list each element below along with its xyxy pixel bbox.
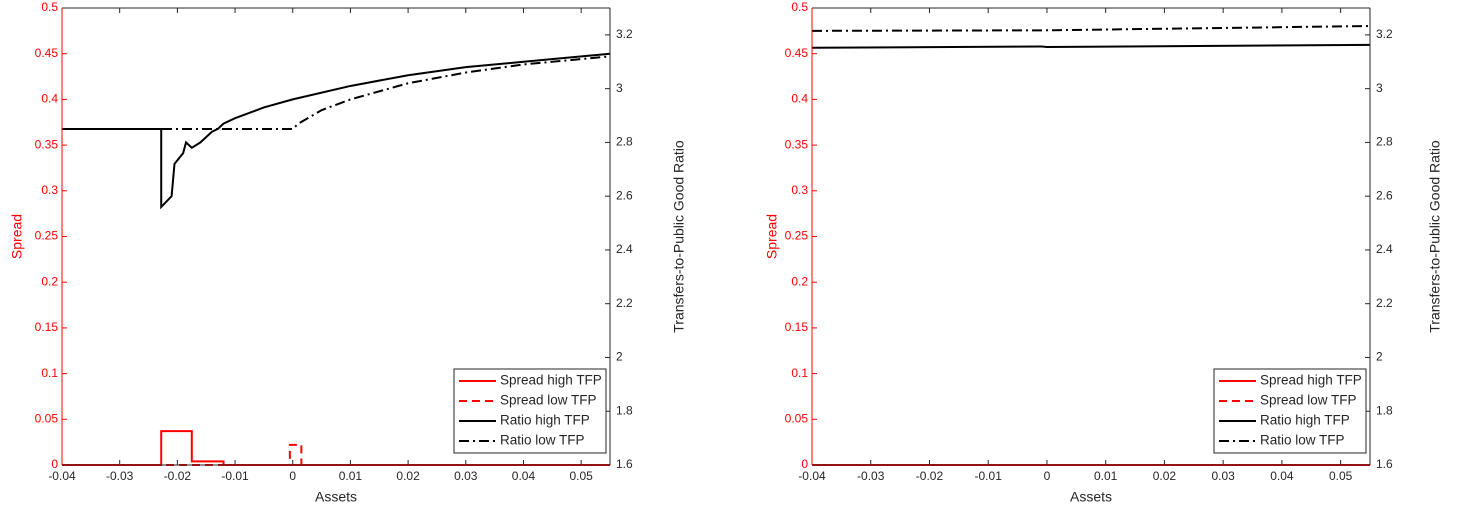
y-tick-label: 0.4 [41,92,58,106]
y2-tick-label: 2.4 [1376,242,1393,256]
y2-tick-label: 3 [1376,81,1383,95]
y-tick-label: 0.1 [791,366,808,380]
y-axis-label: Spread [9,214,25,259]
chart-panel: -0.04 -0.03 -0.02 -0.01 0 0.01 0.02 0.03 0.04 0.0… [9,0,687,505]
legend-box [1213,368,1367,454]
x-tick-label: 0.02 [396,469,420,483]
x-tick-label: 0.02 [1153,469,1177,483]
y2-tick-label: 3 [616,81,623,95]
y-tick-label: 0.5 [791,0,808,14]
y-tick-label: 0.2 [41,274,58,288]
y2-tick-label: 2.2 [1376,296,1393,310]
x-tick-label: -0.01 [975,469,1003,483]
x-tick-label: -0.02 [916,469,944,483]
y2-tick-label: 3.2 [616,27,633,41]
x-tick-label: -0.04 [48,469,76,483]
legend-label: Spread low TFP [500,393,597,408]
x-tick-label: 0.01 [1094,469,1118,483]
y-tick-label: 0.25 [35,229,59,243]
y2-axis-label: Transfers-to-Public Good Ratio [671,140,687,333]
legend-label: Spread high TFP [500,373,602,388]
series-line [811,43,1371,49]
x-tick-label: 0.03 [454,469,478,483]
legend-label: Ratio low TFP [500,433,585,448]
y-tick-label: 0.45 [35,46,59,60]
y-tick-label: 0.1 [41,366,58,380]
y-tick-label: 0.15 [35,320,59,334]
legend-label: Spread low TFP [1260,393,1357,408]
x-tick-label: -0.01 [221,469,249,483]
x-tick-label: 0.01 [339,469,363,483]
legend-box [453,368,607,454]
y-tick-label: 0.3 [41,183,58,197]
x-axis-label: Assets [1070,489,1112,505]
y2-tick-label: 2.6 [1376,188,1393,202]
x-axis-label: Assets [315,489,357,505]
y2-axis-label: Transfers-to-Public Good Ratio [1427,140,1443,333]
x-tick-label: 0.05 [1329,469,1353,483]
y-tick-label: 0.3 [791,183,808,197]
y2-tick-label: 1.8 [1376,403,1393,417]
y2-tick-label: 1.6 [1376,457,1393,471]
x-tick-label: 0.04 [512,469,536,483]
y-tick-label: 0.45 [785,46,809,60]
y-tick-label: 0.05 [35,411,59,425]
y2-tick-label: 2 [616,350,623,364]
series-line [811,25,1371,32]
x-tick-label: -0.04 [798,469,826,483]
y2-tick-label: 2 [1376,350,1383,364]
x-tick-label: 0 [289,469,296,483]
x-tick-label: 0.03 [1211,469,1235,483]
y2-tick-label: 1.8 [616,403,633,417]
y2-tick-label: 1.6 [616,457,633,471]
y-tick-label: 0.35 [785,137,809,151]
x-tick-label: -0.03 [857,469,885,483]
x-tick-label: -0.03 [106,469,134,483]
y-tick-label: 0.5 [41,0,58,14]
y-tick-label: 0 [51,457,58,471]
y2-tick-label: 3.2 [1376,27,1393,41]
y2-tick-label: 2.8 [1376,135,1393,149]
y-tick-label: 0.15 [785,320,809,334]
x-tick-label: 0.04 [1270,469,1294,483]
x-tick-label: 0.05 [569,469,593,483]
y-tick-label: 0.2 [791,274,808,288]
legend-label: Ratio low TFP [1260,433,1345,448]
legend: Spread high TFP Spread low TFP Ratio high … [1213,368,1367,454]
y-tick-label: 0.35 [35,137,59,151]
legend-label: Spread high TFP [1260,373,1362,388]
series-line [62,52,611,210]
y-tick-label: 0 [801,457,808,471]
y2-tick-label: 2.2 [616,296,633,310]
y2-tick-label: 2.8 [616,135,633,149]
y-tick-label: 0.25 [785,229,809,243]
x-tick-label: -0.02 [164,469,192,483]
y-tick-label: 0.05 [785,411,809,425]
y-tick-label: 0.4 [791,92,808,106]
legend-label: Ratio high TFP [1260,413,1350,428]
legend-label: Ratio high TFP [500,413,590,428]
y-axis-label: Spread [764,214,780,259]
chart-panel: -0.04 -0.03 -0.02 -0.01 0 0.01 0.02 0.03 0.04 0.0… [764,0,1443,505]
legend: Spread high TFP Spread low TFP Ratio high … [453,368,607,454]
y2-tick-label: 2.6 [616,188,633,202]
y2-tick-label: 2.4 [616,242,633,256]
x-tick-label: 0 [1044,469,1051,483]
